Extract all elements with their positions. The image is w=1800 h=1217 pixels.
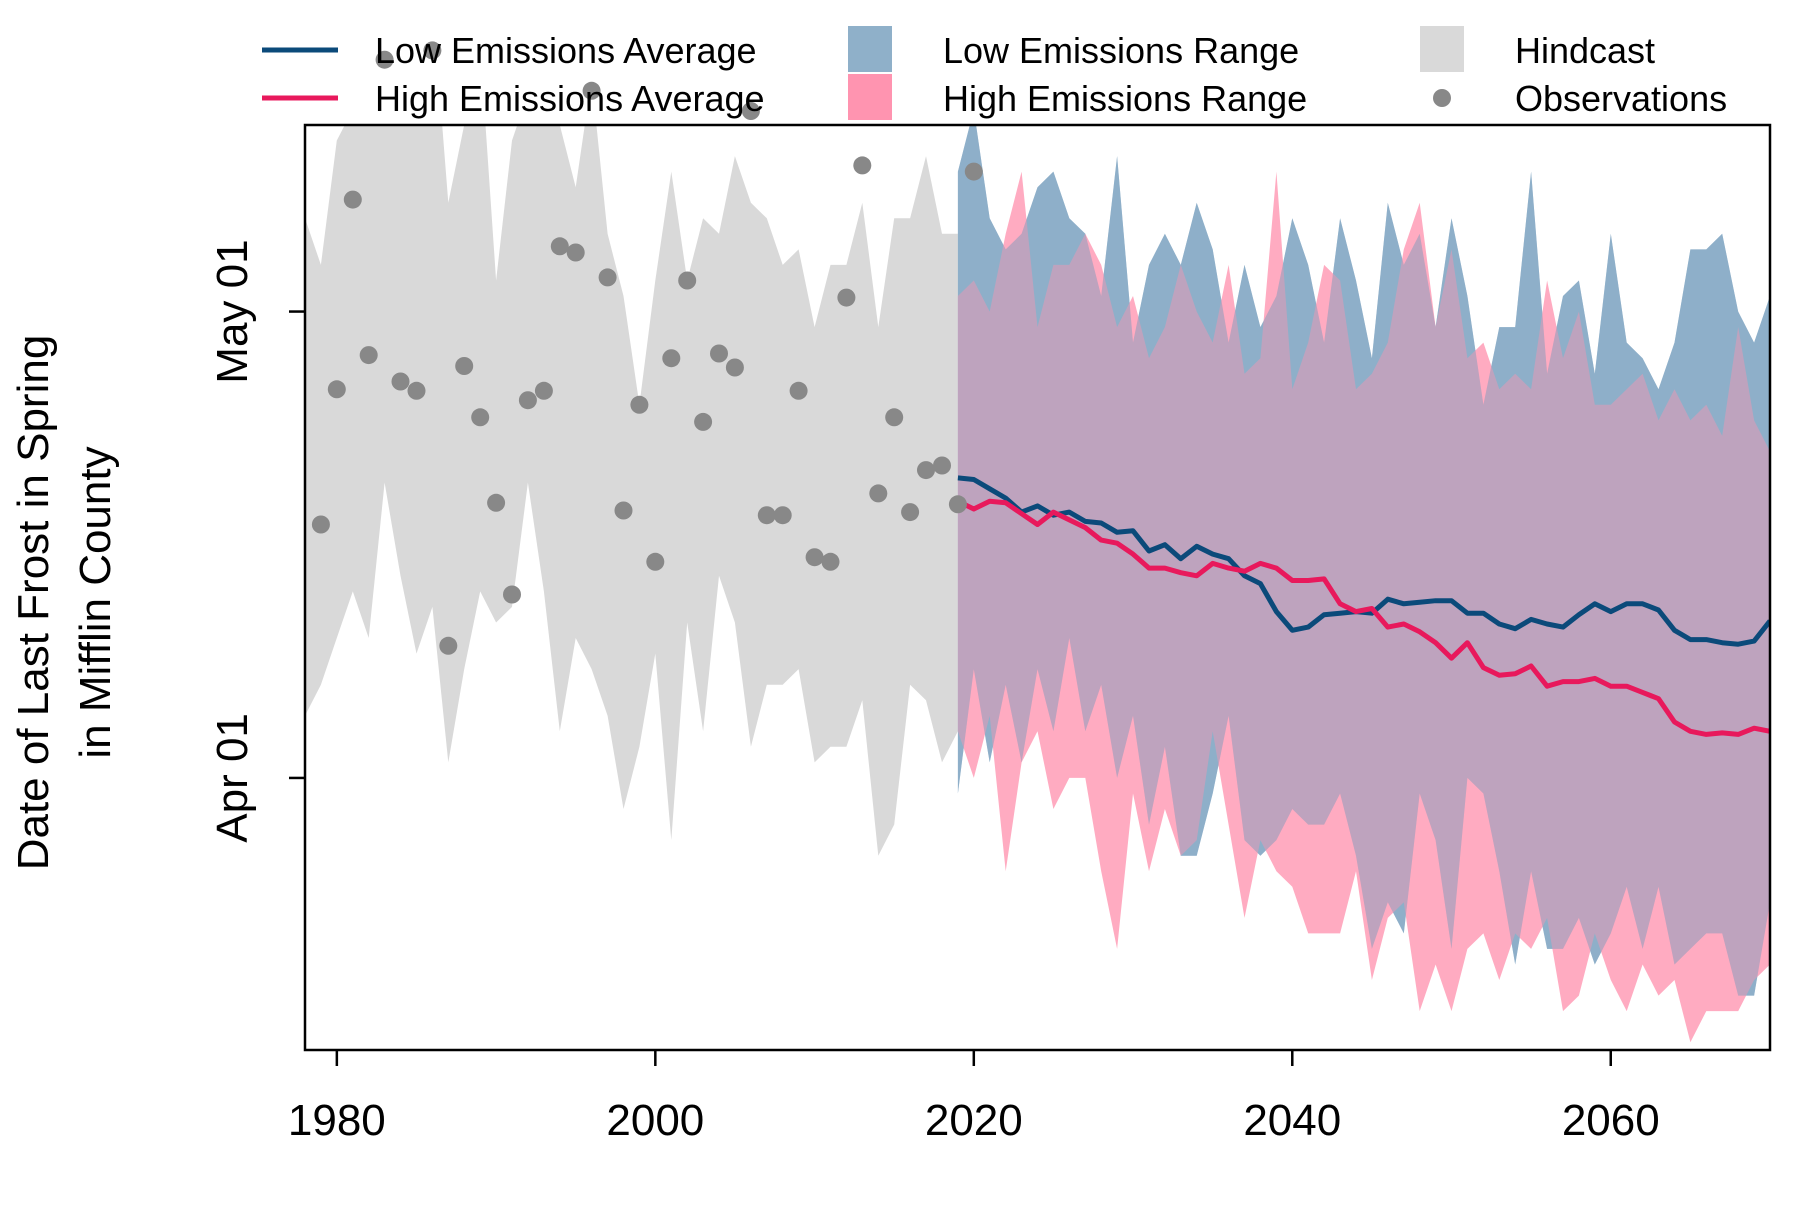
observation-point	[805, 548, 824, 567]
observation-point	[487, 493, 506, 512]
observation-point	[471, 408, 490, 427]
legend-label: Low Emissions Range	[943, 30, 1299, 71]
observation-point	[359, 346, 378, 365]
observation-point	[741, 102, 760, 120]
y-axis-label: Date of Last Frost in Spring in Mifflin C…	[9, 335, 120, 871]
legend-item-observations: Observations	[1433, 78, 1727, 119]
y-axis-label-line: in Mifflin County	[71, 446, 120, 758]
observation-point	[391, 372, 410, 391]
observation-point	[423, 41, 442, 60]
hindcast-layer	[305, 125, 958, 856]
observation-point	[439, 636, 458, 655]
observation-point	[407, 381, 426, 400]
x-tick-label: 2020	[925, 1096, 1023, 1145]
low-emissions-range-overlay	[957, 125, 1770, 996]
high-emissions-average-line	[956, 498, 1770, 737]
observation-point	[503, 585, 521, 604]
observation-point	[327, 380, 346, 399]
observation-point	[598, 268, 617, 287]
average-lines-layer	[956, 475, 1770, 737]
legend-label: Observations	[1515, 78, 1727, 119]
legend: Low Emissions Average High Emissions Aver…	[262, 26, 1727, 120]
observation-point	[630, 395, 649, 414]
legend-swatch	[848, 74, 892, 120]
legend-label: High Emissions Average	[375, 78, 765, 119]
y-tick-label: Apr 01	[208, 713, 257, 843]
observation-point	[901, 503, 920, 522]
legend-item-low-range: Low Emissions Range	[848, 26, 1299, 72]
observation-point	[311, 515, 330, 534]
x-tick-label: 2060	[1562, 1096, 1660, 1145]
observation-point	[646, 552, 665, 571]
observation-point	[375, 50, 394, 69]
legend-swatch	[848, 26, 892, 72]
observation-point	[614, 501, 633, 520]
observation-point	[678, 271, 697, 290]
observations-layer	[311, 41, 983, 655]
observation-point	[710, 344, 728, 363]
observation-point	[455, 357, 474, 375]
axes-layer: 1980 2000 2020 2040 2060 Apr 01 May 01	[208, 239, 1660, 1145]
legend-item-high-range: High Emissions Range	[848, 74, 1307, 120]
observation-point	[518, 391, 537, 410]
legend-label: High Emissions Range	[943, 78, 1307, 119]
legend-label: Hindcast	[1515, 30, 1655, 71]
y-axis-label-line: Date of Last Frost in Spring	[9, 335, 58, 871]
legend-item-high-avg: High Emissions Average	[262, 78, 765, 119]
observation-point	[821, 552, 840, 571]
observation-point	[948, 495, 967, 514]
observation-point	[550, 237, 569, 256]
projection-ranges-layer	[957, 125, 1770, 1043]
observation-point	[566, 243, 585, 262]
observation-point	[343, 190, 362, 209]
legend-item-low-avg: Low Emissions Average	[262, 30, 757, 71]
observation-point	[773, 506, 792, 525]
observation-point	[964, 162, 983, 181]
observation-point	[933, 456, 951, 475]
plot-frame	[303, 123, 1772, 1052]
observation-point	[853, 156, 872, 175]
observation-point	[582, 81, 601, 100]
x-tick-label: 1980	[288, 1096, 386, 1145]
observation-point	[917, 461, 935, 480]
observation-point	[534, 381, 553, 400]
y-tick-label: May 01	[208, 239, 257, 383]
observation-point	[789, 381, 808, 400]
legend-swatch	[1420, 26, 1464, 72]
legend-label: Low Emissions Average	[375, 30, 757, 71]
observation-point	[869, 484, 888, 503]
legend-swatch	[1433, 89, 1451, 107]
observation-point	[725, 358, 744, 377]
legend-item-hindcast: Hindcast	[1420, 26, 1655, 72]
observation-point	[694, 412, 713, 431]
observation-point	[885, 408, 904, 427]
x-tick-label: 2040	[1243, 1096, 1341, 1145]
observation-point	[757, 506, 776, 525]
observation-point	[837, 288, 856, 307]
high-emissions-range-band	[957, 171, 1770, 1043]
x-tick-label: 2000	[606, 1096, 704, 1145]
hindcast-band	[305, 125, 958, 856]
observation-point	[662, 349, 681, 368]
